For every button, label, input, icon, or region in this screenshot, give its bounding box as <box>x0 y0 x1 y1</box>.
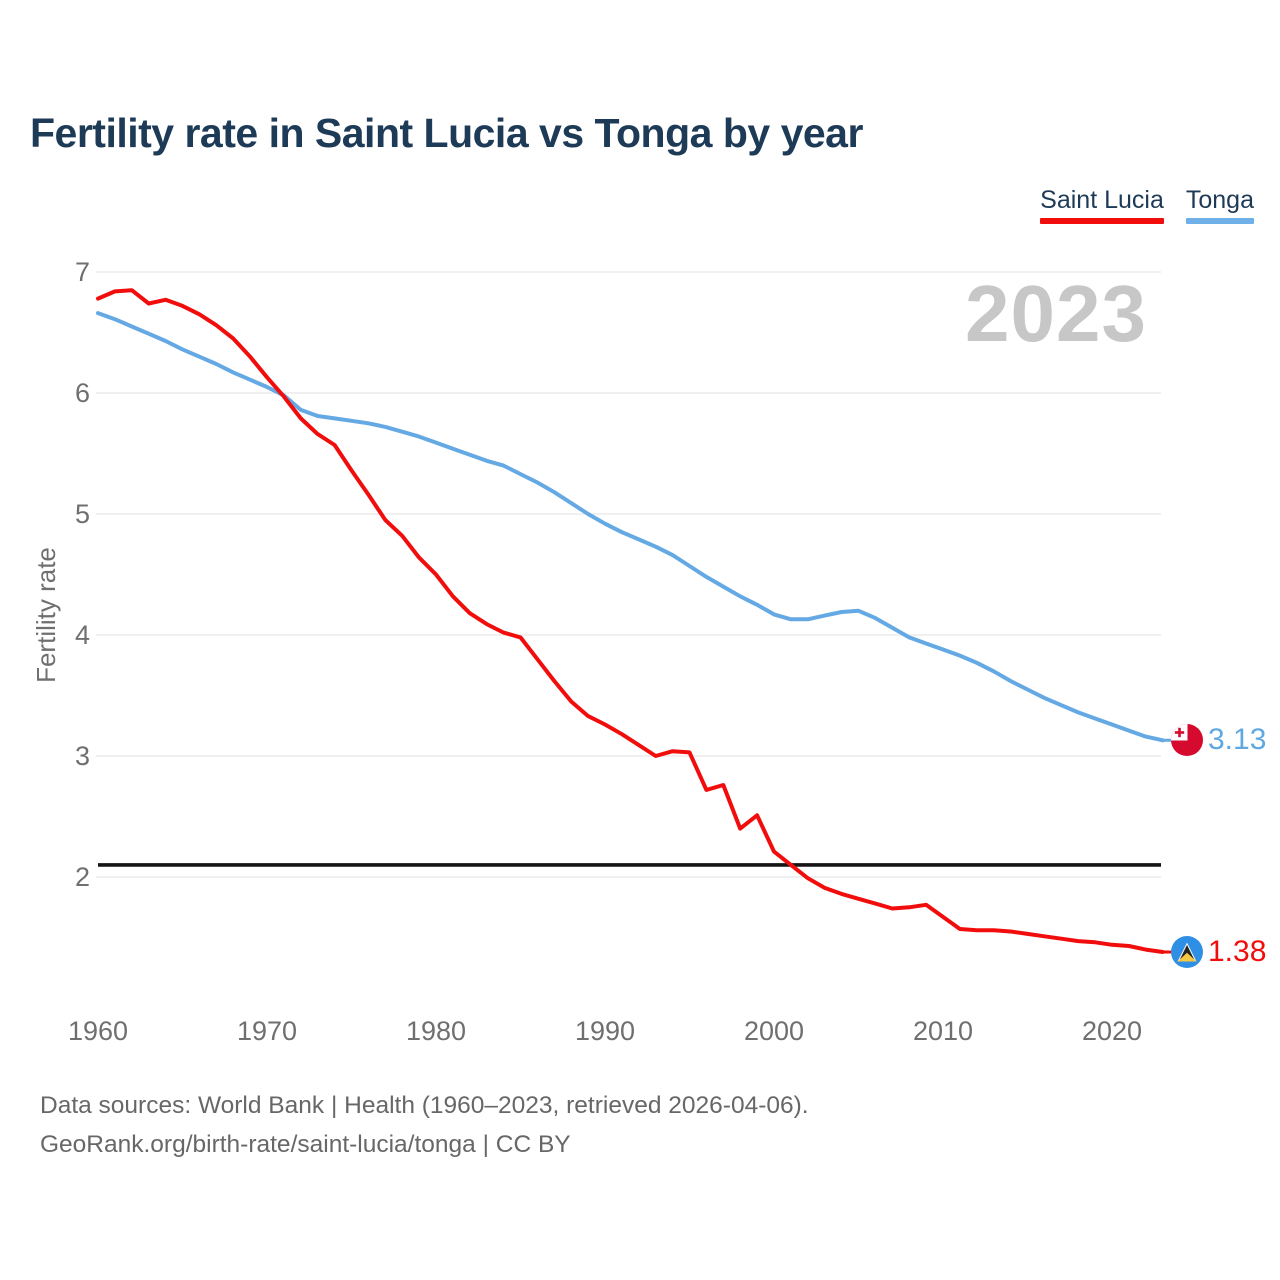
footer-line-2: GeoRank.org/birth-rate/saint-lucia/tonga… <box>40 1131 571 1158</box>
year-watermark: 2023 <box>965 269 1147 358</box>
legend: Saint Lucia Tonga <box>1040 186 1254 224</box>
saint-lucia-flag-icon <box>1171 936 1203 968</box>
legend-label-saint-lucia: Saint Lucia <box>1040 186 1164 214</box>
x-tick-label: 1980 <box>406 1016 466 1046</box>
x-tick-label: 2010 <box>913 1016 973 1046</box>
data-source-footer: Data sources: World Bank | Health (1960–… <box>40 1086 809 1164</box>
legend-underline-saint-lucia <box>1040 218 1164 224</box>
legend-item-tonga[interactable]: Tonga <box>1185 186 1254 224</box>
tonga-flag-icon <box>1171 724 1203 756</box>
x-tick-label: 2020 <box>1082 1016 1142 1046</box>
y-tick-label: 5 <box>75 499 90 529</box>
y-tick-label: 3 <box>75 741 90 771</box>
tonga-line <box>96 311 1165 743</box>
saint-lucia-value-label: 1.38 <box>1208 935 1267 968</box>
legend-label-tonga: Tonga <box>1185 186 1254 214</box>
y-tick-label: 6 <box>75 378 90 408</box>
y-tick-label: 7 <box>75 257 90 287</box>
page-title: Fertility rate in Saint Lucia vs Tonga b… <box>30 110 863 156</box>
legend-underline-tonga <box>1185 218 1254 224</box>
x-tick-label: 1990 <box>575 1016 635 1046</box>
x-tick-labels: 1960 1970 1980 1990 2000 2010 2020 <box>68 1016 1142 1046</box>
gridlines <box>96 271 1161 878</box>
y-axis-title: Fertility rate <box>31 547 61 683</box>
saint-lucia-line <box>96 288 1165 954</box>
tonga-value-label: 3.13 <box>1208 723 1267 756</box>
x-tick-label: 1970 <box>237 1016 297 1046</box>
x-tick-label: 1960 <box>68 1016 128 1046</box>
footer-line-1: Data sources: World Bank | Health (1960–… <box>40 1092 809 1119</box>
y-tick-label: 4 <box>75 620 90 650</box>
x-tick-label: 2000 <box>744 1016 804 1046</box>
legend-item-saint-lucia[interactable]: Saint Lucia <box>1040 186 1164 224</box>
y-tick-labels: 2 3 4 5 6 7 <box>75 257 90 892</box>
y-tick-label: 2 <box>75 862 90 892</box>
